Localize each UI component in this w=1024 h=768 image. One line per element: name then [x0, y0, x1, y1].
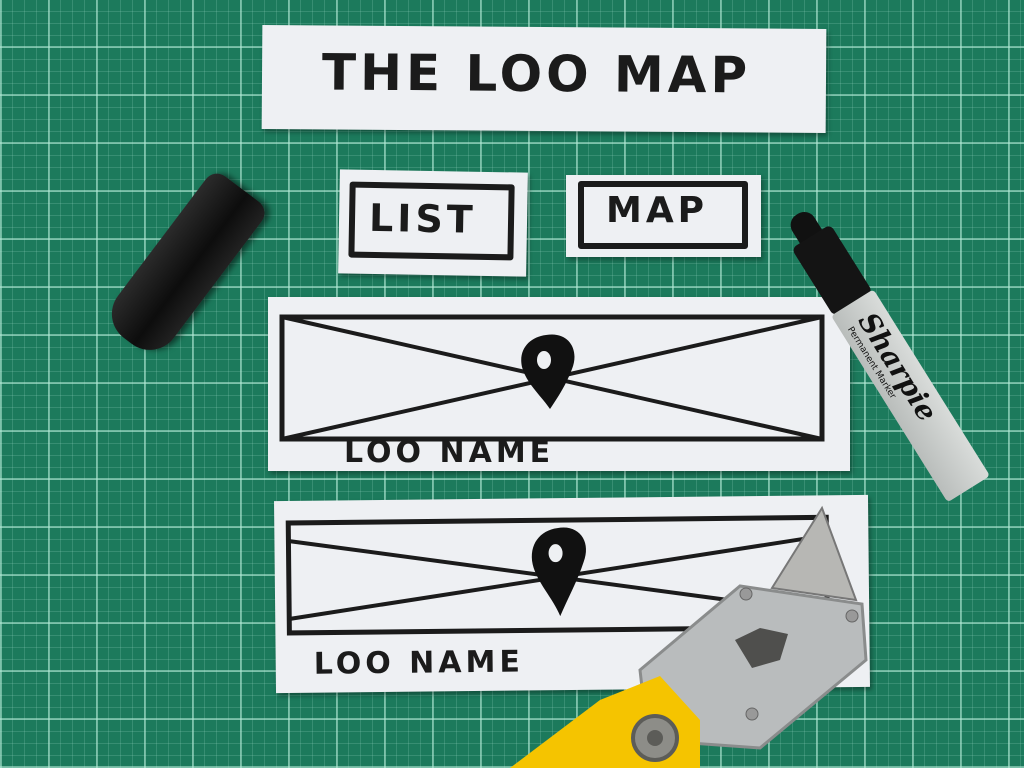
loo-card[interactable]: LOO NAME	[268, 297, 850, 471]
map-pin-icon	[521, 334, 575, 409]
map-placeholder	[279, 314, 825, 442]
map-pin-icon	[531, 527, 587, 617]
tab-map[interactable]: MAP	[606, 190, 709, 231]
loo-name-label: LOO NAME	[344, 435, 555, 470]
knife-slot	[735, 628, 788, 668]
knife-blade	[770, 505, 858, 602]
map-tab-frame	[578, 181, 748, 249]
map-tab-card: MAP	[566, 175, 761, 257]
